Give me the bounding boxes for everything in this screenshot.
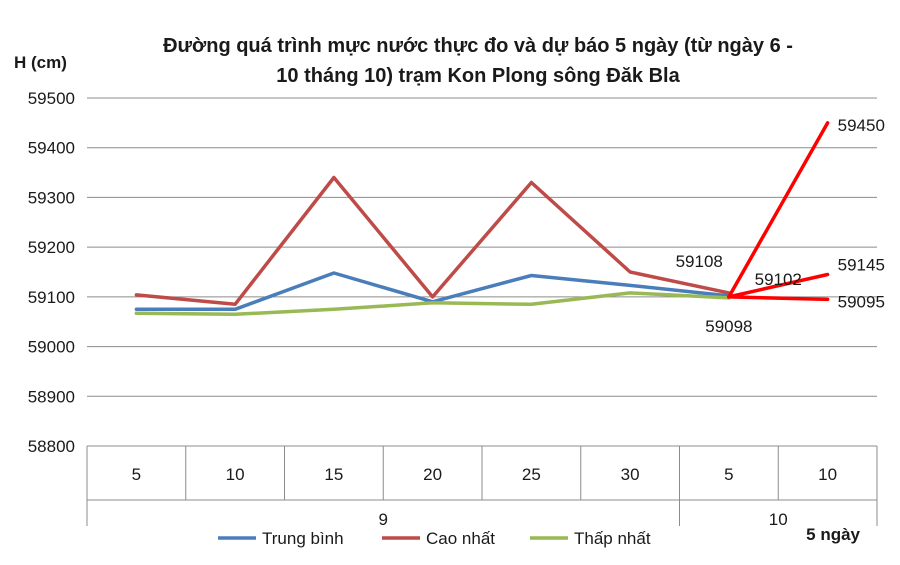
y-tick-label: 59300 — [28, 188, 75, 207]
series — [134, 121, 830, 317]
forecast-line — [727, 121, 830, 299]
x-tick-label: 10 — [226, 465, 245, 484]
legend-item: Cao nhất — [382, 529, 495, 548]
y-tick-label: 59500 — [28, 89, 75, 108]
y-tick-label: 58900 — [28, 387, 75, 406]
series-line — [134, 291, 731, 317]
y-tick-label: 59400 — [28, 139, 75, 158]
data-label: 59098 — [705, 317, 752, 336]
x-tick-label: 20 — [423, 465, 442, 484]
data-label: 59108 — [676, 252, 723, 271]
y-axis-label: H (cm) — [14, 53, 67, 72]
data-labels: 59450 59108 59102 59145 59095 59098 — [676, 116, 885, 336]
series-line — [134, 175, 731, 307]
data-label: 59095 — [838, 292, 885, 311]
x-tick-label: 5 — [724, 465, 733, 484]
legend: Trung bình Cao nhất Thấp nhất — [218, 529, 651, 548]
y-tick-label: 59200 — [28, 238, 75, 257]
gridlines — [87, 97, 877, 447]
axes: 58800 58900 59000 59100 59200 59300 59400 59500… — [28, 89, 878, 529]
x-tick-label: 25 — [522, 465, 541, 484]
x-tick-label: 30 — [621, 465, 640, 484]
chart-title-line-2: 10 tháng 10) trạm Kon Plong sông Đăk Bla — [276, 65, 680, 87]
forecast-line — [727, 272, 830, 299]
x-tick-label: 15 — [324, 465, 343, 484]
y-tick-label: 59000 — [28, 338, 75, 357]
legend-item: Trung bình — [218, 529, 344, 548]
forecast-line — [727, 295, 830, 302]
chart-title: Đường quá trình mực nước thực đo và dự b… — [163, 35, 793, 87]
chart-title-line-1: Đường quá trình mực nước thực đo và dự b… — [163, 35, 793, 57]
x-tick-label: 10 — [818, 465, 837, 484]
data-label: 59145 — [838, 255, 885, 274]
legend-label: Thấp nhất — [574, 529, 651, 548]
y-tick-label: 58800 — [28, 437, 75, 456]
x-group-label: 9 — [379, 510, 388, 529]
legend-label: Trung bình — [262, 529, 344, 548]
x-group-label: 10 — [769, 510, 788, 529]
footnote: 5 ngày — [806, 525, 860, 544]
data-label: 59102 — [755, 270, 802, 289]
data-label: 59450 — [838, 116, 885, 135]
x-tick-label: 5 — [132, 465, 141, 484]
legend-item: Thấp nhất — [530, 529, 651, 548]
y-tick-label: 59100 — [28, 288, 75, 307]
legend-label: Cao nhất — [426, 529, 495, 548]
